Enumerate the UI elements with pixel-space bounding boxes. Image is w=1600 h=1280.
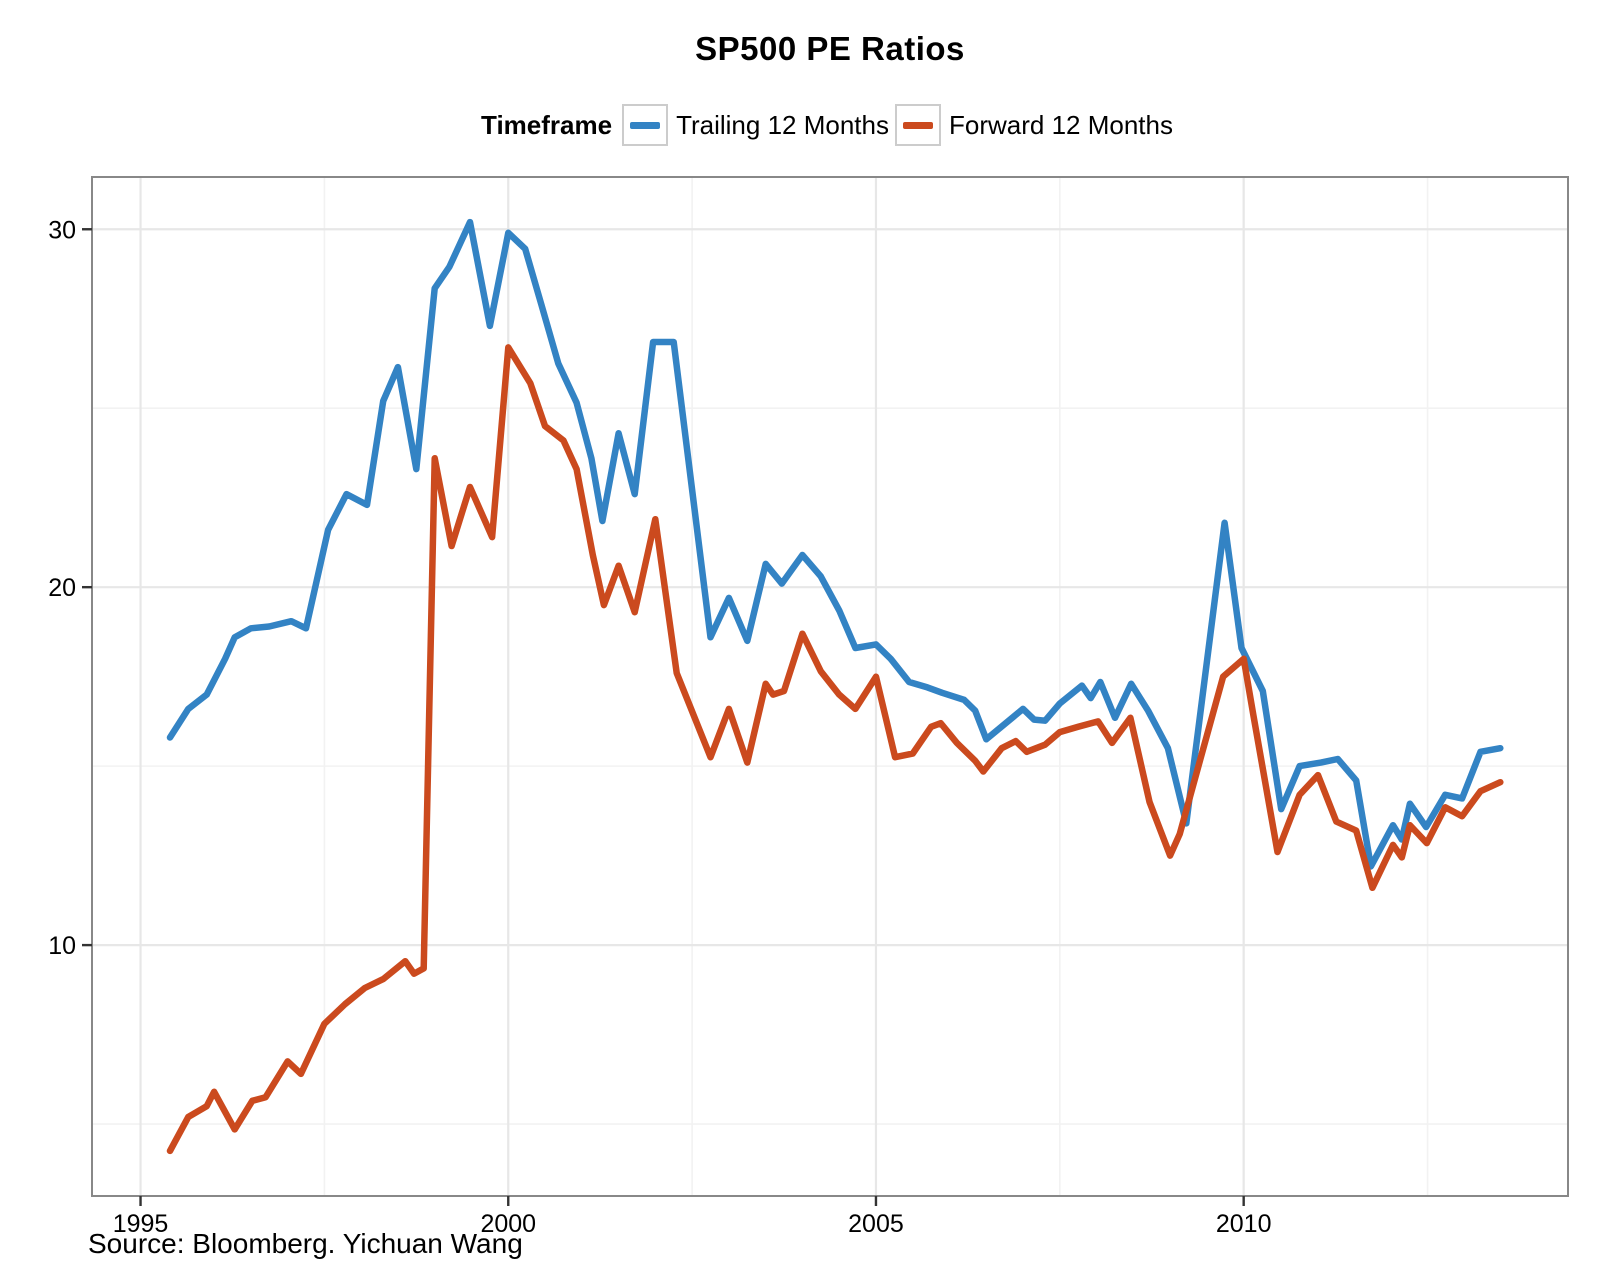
source-note: Source: Bloomberg. Yichuan Wang <box>88 1228 523 1259</box>
panel-border <box>91 176 1569 1197</box>
series-lines <box>166 218 1504 1155</box>
forward-line-icon <box>902 121 933 129</box>
trailing-line-icon <box>630 121 661 129</box>
legend-swatch-forward <box>894 104 941 146</box>
legend: Timeframe Trailing 12 Months Forward 12 … <box>92 101 1568 149</box>
y-tick-label: 20 <box>48 574 76 602</box>
line-trailing-12-months <box>166 218 1504 870</box>
y-axis: 10 20 30 <box>48 216 92 960</box>
line-forward-12-months <box>166 344 1504 1155</box>
legend-label-trailing: Trailing 12 Months <box>676 109 889 140</box>
chart-title: SP500 PE Ratios <box>695 30 965 67</box>
legend-label-forward: Forward 12 Months <box>948 109 1173 140</box>
legend-item-forward: Forward 12 Months <box>894 104 1179 146</box>
x-axis: 1995 2000 2005 2010 <box>113 1196 1272 1238</box>
x-tick-label: 1995 <box>113 1210 169 1238</box>
y-tick-label: 10 <box>48 932 76 960</box>
legend-item-trailing: Trailing 12 Months <box>622 104 895 146</box>
x-tick-label: 2000 <box>480 1210 536 1238</box>
legend-swatch-trailing <box>622 104 669 146</box>
x-tick-label: 2005 <box>848 1210 904 1238</box>
legend-title: Timeframe <box>481 109 613 140</box>
gridlines-minor <box>92 177 1568 1196</box>
x-tick-label: 2010 <box>1216 1210 1272 1238</box>
y-tick-label: 30 <box>48 216 76 244</box>
